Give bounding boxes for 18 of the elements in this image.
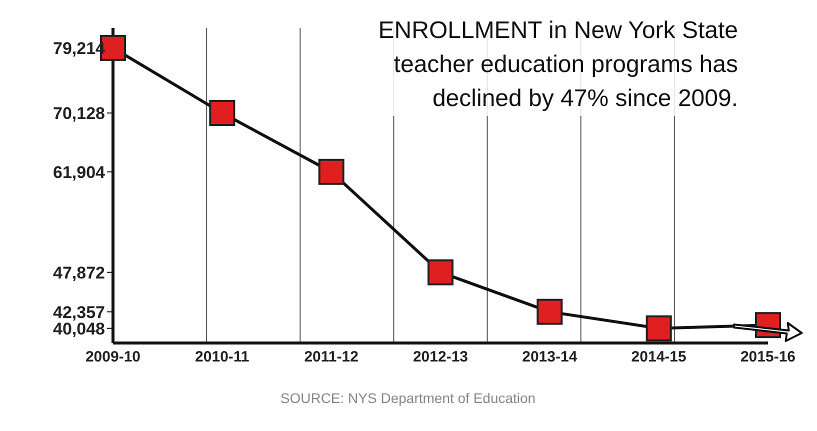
point [536,298,563,325]
x-tick-label: 2013-14 [522,348,578,366]
point [318,158,344,185]
x-tick-label: 2014-15 [631,348,686,366]
x-tick-label: 2011-12 [304,348,358,366]
source-note: SOURCE: NYS Department of Education [279,390,537,406]
point [646,315,672,342]
y-tick-label: 42,357 [53,302,105,322]
y-tick-label: 61,904 [53,162,106,182]
x-tick-label: 2012-13 [412,348,468,366]
point [209,100,236,126]
x-tick-label: 2009-10 [85,348,141,366]
text: ENROLLMENT in New York State teacher education programs has declined by 47% since 2009. [368,14,738,116]
point [428,259,454,286]
y-tick-label: 47,872 [53,263,105,282]
y-tick-label: 70,128 [53,104,105,124]
x-tick-label: 2010-11 [195,348,250,366]
x-tick-label: 2015-16 [740,348,796,366]
